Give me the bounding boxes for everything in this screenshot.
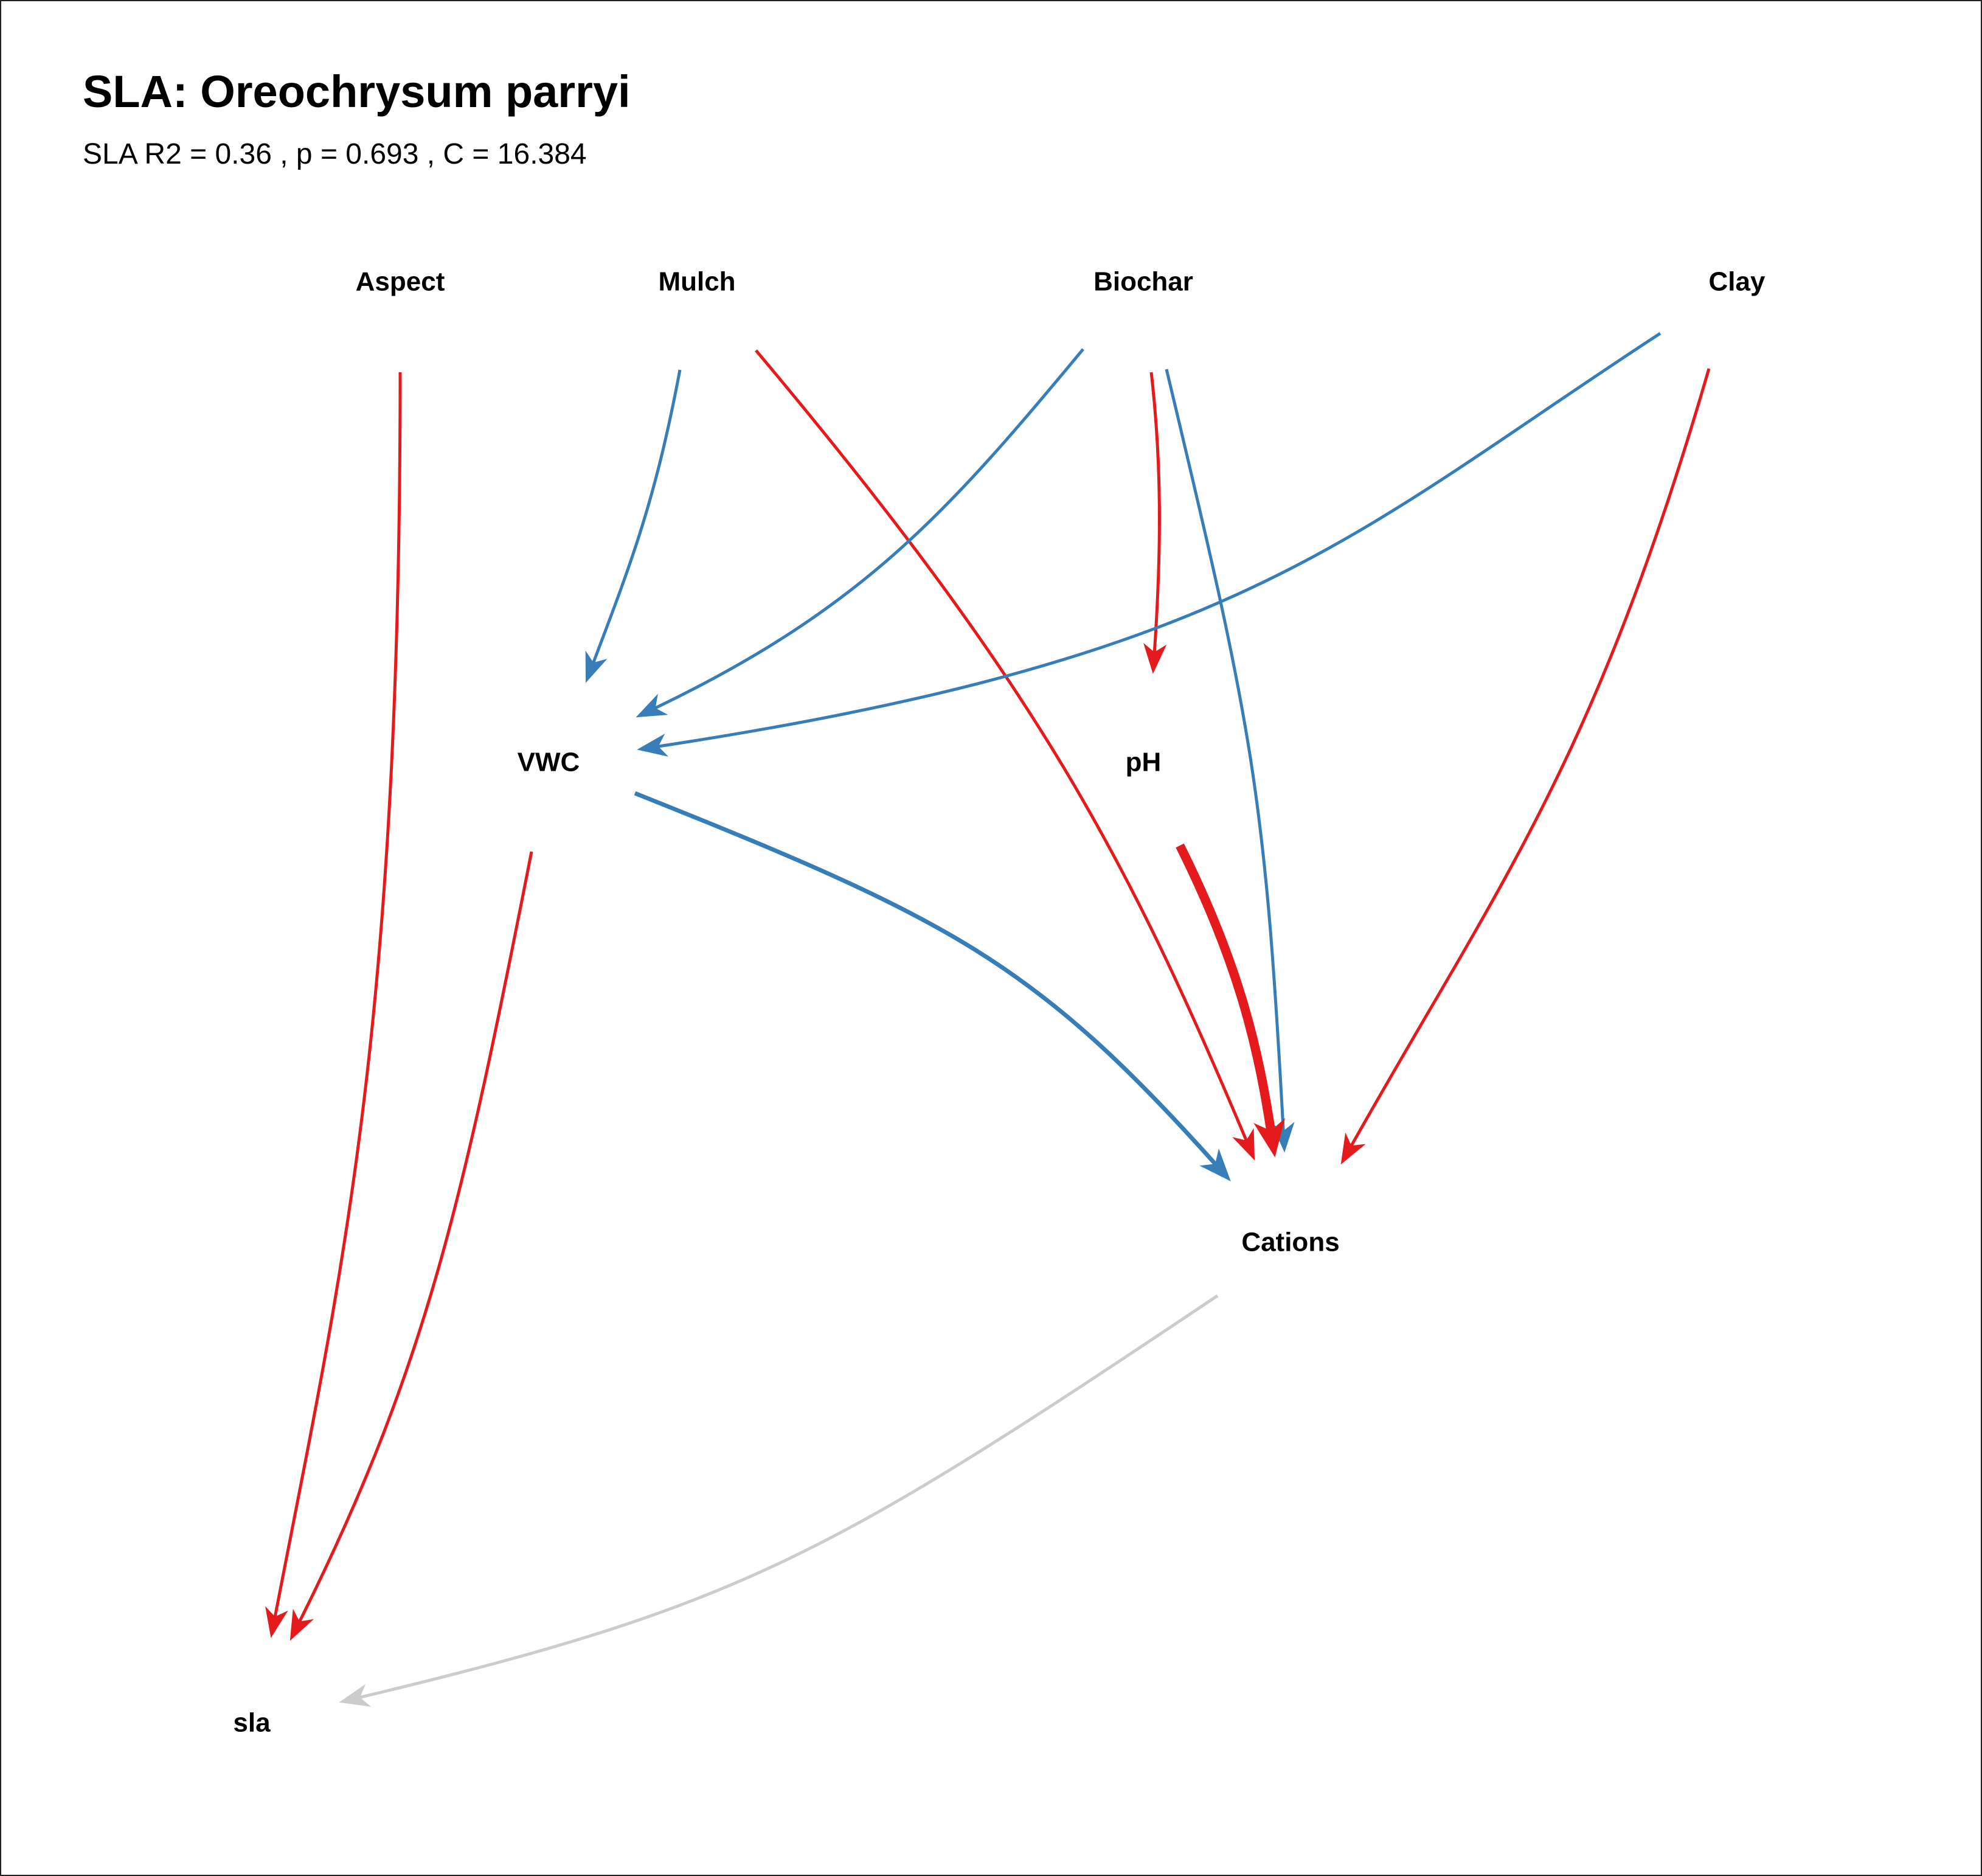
edge-biochar-ph	[1143, 372, 1167, 674]
edge-line-biochar-cations	[1165, 369, 1285, 1133]
edge-clay-cations	[1340, 368, 1711, 1165]
edge-aspect-sla	[265, 372, 402, 1638]
arrowhead-clay-vwc	[637, 734, 669, 757]
arrowhead-biochar-vwc	[636, 693, 668, 718]
edge-line-biochar-vwc	[653, 348, 1084, 710]
node-vwc: VWC	[518, 748, 580, 777]
arrowhead-ph-cations	[1253, 1118, 1286, 1158]
node-ph: pH	[1126, 748, 1162, 777]
nodes-layer: Aspect Mulch Biochar Clay VWC pH Cations sla	[233, 267, 1765, 1738]
arrowhead-biochar-ph	[1143, 643, 1167, 674]
arrowhead-vwc-sla	[289, 1608, 314, 1641]
edge-cations-sla	[339, 1294, 1219, 1707]
arrowhead-cations-sla	[339, 1684, 371, 1707]
diagram-subtitle: SLA R2 = 0.36 , p = 0.693 , C = 16.384	[83, 138, 587, 170]
arrowhead-clay-cations	[1340, 1132, 1366, 1165]
node-aspect: Aspect	[356, 267, 445, 297]
arrowhead-vwc-cations	[1199, 1148, 1231, 1182]
edge-clay-vwc	[637, 332, 1661, 757]
edge-line-ph-cations	[1176, 843, 1276, 1133]
edge-biochar-vwc	[636, 348, 1084, 718]
diagram-title: SLA: Oreochrysum parryi	[83, 66, 631, 117]
edge-line-clay-vwc	[657, 332, 1661, 748]
edge-line-vwc-sla	[297, 851, 533, 1624]
node-clay: Clay	[1709, 267, 1765, 297]
arrowhead-mulch-cations	[1232, 1128, 1255, 1161]
arrowhead-aspect-sla	[265, 1606, 288, 1638]
edge-mulch-cations	[755, 349, 1255, 1161]
edge-line-biochar-ph	[1149, 372, 1161, 654]
edge-biochar-cations	[1165, 369, 1295, 1153]
edges-layer	[265, 332, 1711, 1707]
edge-mulch-vwc	[585, 369, 682, 683]
node-sla: sla	[233, 1708, 271, 1738]
node-mulch: Mulch	[658, 267, 735, 297]
edge-line-mulch-cations	[755, 349, 1249, 1142]
edge-line-vwc-cations	[634, 791, 1218, 1167]
edge-vwc-cations	[634, 791, 1231, 1182]
edge-ph-cations	[1176, 843, 1286, 1158]
edge-line-cations-sla	[358, 1294, 1219, 1700]
edge-line-mulch-vwc	[591, 369, 682, 665]
node-biochar: Biochar	[1093, 267, 1193, 297]
node-cations: Cations	[1241, 1228, 1339, 1257]
edge-line-aspect-sla	[273, 372, 402, 1619]
edge-line-clay-cations	[1349, 368, 1711, 1148]
arrowhead-mulch-vwc	[585, 650, 608, 683]
edge-vwc-sla	[289, 851, 533, 1641]
